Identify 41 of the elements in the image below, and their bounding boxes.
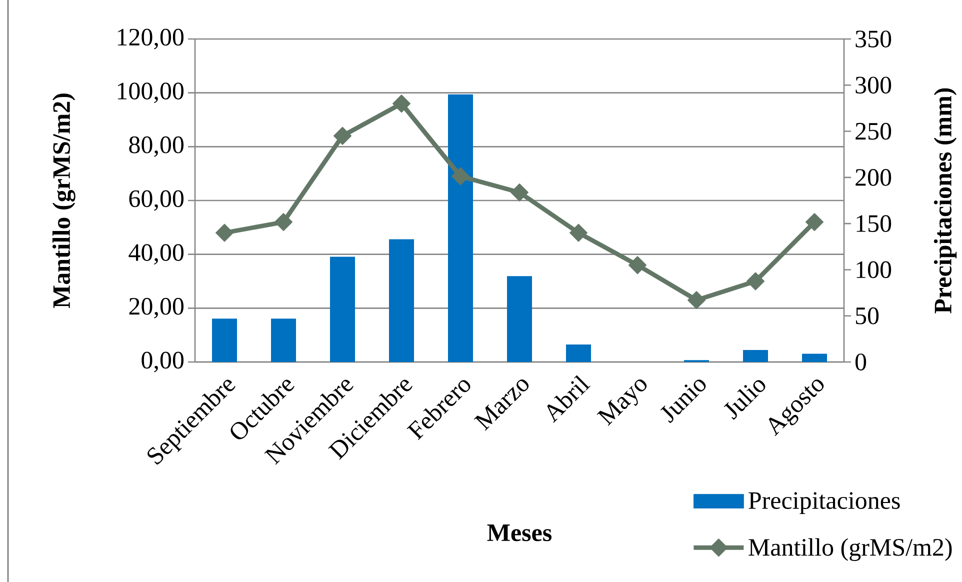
bar (212, 318, 237, 362)
point (216, 224, 234, 242)
y2-tick-label: 150 (856, 215, 892, 232)
point (628, 256, 646, 274)
y2-tick-label: 200 (856, 168, 892, 186)
y-tick-label: 100,00 (118, 82, 184, 104)
y-axis-title: Mantillo (grMS/m2) (52, 94, 76, 308)
bar (389, 239, 414, 362)
point (510, 183, 528, 202)
legend-label: Precipitaciones (748, 492, 900, 514)
y2-axis-title: Precipitaciones (mm) (934, 88, 957, 314)
legend-label: Mantillo (grMS/m2) (748, 538, 952, 561)
point (452, 167, 470, 186)
bar (330, 256, 356, 362)
point (334, 126, 352, 145)
y-tick-label: 120,00 (118, 28, 184, 50)
y2-tick-label: 300 (856, 76, 892, 94)
bar (743, 350, 768, 362)
y2-tick-label: 250 (856, 122, 892, 140)
point (392, 94, 410, 113)
y2-tick-label: 350 (856, 30, 892, 48)
y-tick-label: 40,00 (128, 244, 184, 265)
y-tick-label: 80,00 (129, 136, 184, 157)
y-tick-label: 0,00 (142, 352, 184, 372)
x-axis-title: Meses (487, 524, 552, 542)
x-tick-label: Julio (724, 380, 766, 420)
y2-tick-label: 100 (856, 261, 892, 278)
y2-tick-label: 50 (856, 307, 879, 324)
bar (507, 276, 532, 362)
bar (448, 94, 474, 362)
point (688, 291, 706, 310)
point (274, 213, 292, 232)
point (806, 213, 824, 232)
point (746, 272, 764, 290)
bar (566, 344, 592, 362)
bar (271, 318, 296, 362)
y2-tick-label: 0 (855, 354, 866, 370)
y-tick-label: 20,00 (129, 298, 184, 318)
y-tick-label: 60,00 (129, 190, 184, 211)
point (570, 224, 588, 242)
bar (802, 354, 828, 362)
